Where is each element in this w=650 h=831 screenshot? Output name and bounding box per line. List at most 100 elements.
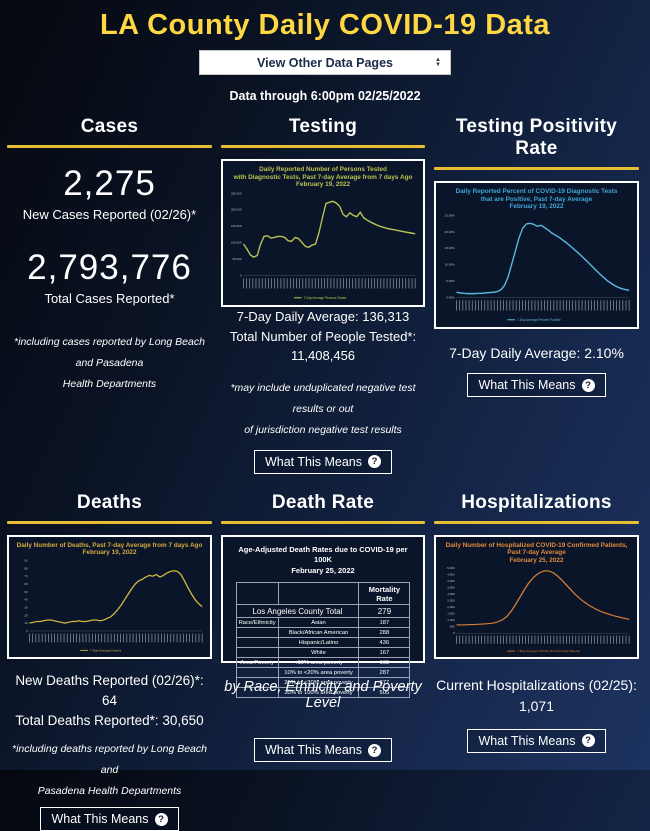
testing-footnote: *may include unduplicated negative test …: [221, 378, 425, 441]
table-row: Hispanic/Latino 436: [236, 638, 410, 648]
panel-positivity: Testing Positivity Rate Daily Reported P…: [434, 116, 639, 474]
testing-title: Testing: [221, 116, 425, 138]
view-other-data-pages-select[interactable]: View Other Data Pages ▲▼: [199, 50, 451, 75]
positivity-chart: Daily Reported Percent of COVID-19 Diagn…: [434, 181, 639, 329]
new-cases-value: 2,275: [7, 164, 212, 204]
svg-text:1,000: 1,000: [447, 618, 455, 622]
cases-title: Cases: [7, 116, 212, 138]
what-this-means-button-deaths[interactable]: What This Means ?: [40, 807, 178, 831]
svg-text:3,000: 3,000: [447, 592, 455, 596]
what-this-means-button-positivity[interactable]: What This Means ?: [467, 373, 605, 397]
svg-text:50: 50: [24, 590, 28, 594]
svg-text:10: 10: [24, 621, 28, 625]
hospitalizations-title: Hospitalizations: [434, 492, 639, 514]
svg-text:3,500: 3,500: [447, 586, 455, 590]
data-through-text: Data through 6:00pm 02/25/2022: [0, 89, 650, 103]
table-row: White 167: [236, 648, 410, 658]
table-row: 10% to <20% area poverty 287: [236, 668, 410, 678]
hospitalizations-chart: Daily Number of Hospitalized COVID-19 Co…: [434, 535, 639, 659]
svg-text:0.00%: 0.00%: [446, 295, 455, 299]
question-mark-icon: ?: [582, 379, 595, 392]
panel-death-rate: Death Rate Age-Adjusted Death Rates due …: [221, 492, 425, 831]
testing-stats: 7-Day Daily Average: 136,313 Total Numbe…: [221, 307, 425, 366]
select-selected-value: View Other Data Pages: [257, 56, 393, 70]
svg-text:7-Day Average Deaths: 7-Day Average Deaths: [90, 649, 122, 653]
hospitalizations-line-chart: 5,000 4,500 4,000 3,500 3,000 2,500 2,000 1,500…: [439, 565, 634, 656]
table-row: Race/Ethnicity Asian 187: [236, 618, 410, 628]
total-label: Los Angeles County Total: [236, 605, 359, 618]
svg-text:90: 90: [24, 559, 28, 563]
positivity-chart-title: Daily Reported Percent of COVID-19 Diagn…: [439, 188, 634, 211]
select-updown-arrows-icon: ▲▼: [435, 58, 441, 68]
svg-text:200,000: 200,000: [231, 208, 242, 212]
svg-text:0: 0: [240, 273, 242, 277]
new-cases-label: New Cases Reported (02/26)*: [7, 207, 212, 222]
panel-deaths: Deaths Daily Number of Deaths, Past 7-da…: [7, 492, 212, 831]
svg-text:0: 0: [453, 631, 455, 635]
deaths-chart-title: Daily Number of Deaths, Past 7-day Avera…: [12, 542, 207, 557]
svg-text:7-Day Average Percent Positive: 7-Day Average Percent Positive: [517, 318, 561, 322]
testing-chart-title: Daily Reported Number of Persons Tested …: [226, 166, 420, 189]
svg-text:100,000: 100,000: [231, 241, 242, 245]
svg-text:10.00%: 10.00%: [445, 263, 455, 267]
hospitalizations-chart-title: Daily Number of Hospitalized COVID-19 Co…: [439, 542, 634, 565]
deaths-footnote: *including deaths reported by Long Beach…: [7, 739, 212, 802]
positivity-stats: 7-Day Daily Average: 2.10%: [434, 343, 639, 364]
gold-divider: [7, 521, 212, 524]
table-row: Area Poverty <10% area poverty 165: [236, 658, 410, 668]
what-this-means-button-death-rate[interactable]: What This Means ?: [254, 738, 392, 762]
svg-text:60: 60: [24, 582, 28, 586]
death-rate-table-box: Age-Adjusted Death Rates due to COVID-19…: [221, 535, 425, 663]
total-value: 279: [359, 605, 410, 618]
table-row-total: Los Angeles County Total 279: [236, 605, 410, 618]
svg-text:4,000: 4,000: [447, 579, 455, 583]
deaths-title: Deaths: [7, 492, 212, 514]
question-mark-icon: ?: [155, 813, 168, 826]
page-title: LA County Daily COVID-19 Data: [0, 0, 650, 42]
svg-text:0: 0: [26, 629, 28, 633]
mortality-rate-header: Mortality Rate: [359, 583, 410, 605]
svg-text:20.00%: 20.00%: [445, 230, 455, 234]
svg-text:500: 500: [450, 625, 455, 629]
question-mark-icon: ?: [368, 744, 381, 757]
gold-divider: [221, 145, 425, 148]
svg-text:7-Day Average COVID-19 Confirm: 7-Day Average COVID-19 Confirmed Patient…: [517, 649, 581, 653]
dashboard-grid: Cases 2,275 New Cases Reported (02/26)* …: [0, 116, 650, 831]
what-this-means-label: What This Means: [51, 812, 148, 826]
svg-text:50,000: 50,000: [233, 257, 242, 261]
what-this-means-label: What This Means: [265, 743, 362, 757]
positivity-line-chart: 25.00% 20.00% 15.00% 10.00% 5.00% 0.00% 7-Day …: [439, 211, 634, 326]
question-mark-icon: ?: [582, 734, 595, 747]
svg-text:5,000: 5,000: [447, 566, 455, 570]
select-row: View Other Data Pages ▲▼: [0, 50, 650, 75]
question-mark-icon: ?: [368, 455, 381, 468]
svg-text:40: 40: [24, 598, 28, 602]
svg-text:1,500: 1,500: [447, 612, 455, 616]
svg-text:2,000: 2,000: [447, 605, 455, 609]
svg-text:5.00%: 5.00%: [446, 279, 455, 283]
total-cases-label: Total Cases Reported*: [7, 291, 212, 306]
svg-text:2,500: 2,500: [447, 599, 455, 603]
hospitalizations-stats: Current Hospitalizations (02/25): 1,071: [434, 675, 639, 717]
what-this-means-button-testing[interactable]: What This Means ?: [254, 450, 392, 474]
death-rate-title: Death Rate: [221, 492, 425, 514]
testing-chart: Daily Reported Number of Persons Tested …: [221, 159, 425, 307]
svg-text:4,500: 4,500: [447, 573, 455, 577]
total-cases-value: 2,793,776: [7, 248, 212, 288]
svg-text:7-Day Average Persons Tested: 7-Day Average Persons Tested: [304, 296, 347, 300]
deaths-stats: New Deaths Reported (02/26)*: 64 Total D…: [7, 671, 212, 732]
svg-text:30: 30: [24, 606, 28, 610]
svg-text:15.00%: 15.00%: [445, 246, 455, 250]
death-rate-subtitle: by Race, Ethnicity and Poverty Level: [221, 679, 425, 711]
svg-text:80: 80: [24, 566, 28, 570]
table-row: Black/African American 288: [236, 628, 410, 638]
svg-text:25.00%: 25.00%: [445, 213, 455, 217]
positivity-title: Testing Positivity Rate: [434, 116, 639, 160]
svg-text:250,000: 250,000: [231, 191, 242, 195]
panel-hospitalizations: Hospitalizations Daily Number of Hospita…: [434, 492, 639, 831]
table-header-row: Mortality Rate: [236, 583, 410, 605]
gold-divider: [221, 521, 425, 524]
what-this-means-button-hospitalizations[interactable]: What This Means ?: [467, 729, 605, 753]
deaths-chart: Daily Number of Deaths, Past 7-day Avera…: [7, 535, 212, 659]
gold-divider: [434, 167, 639, 170]
